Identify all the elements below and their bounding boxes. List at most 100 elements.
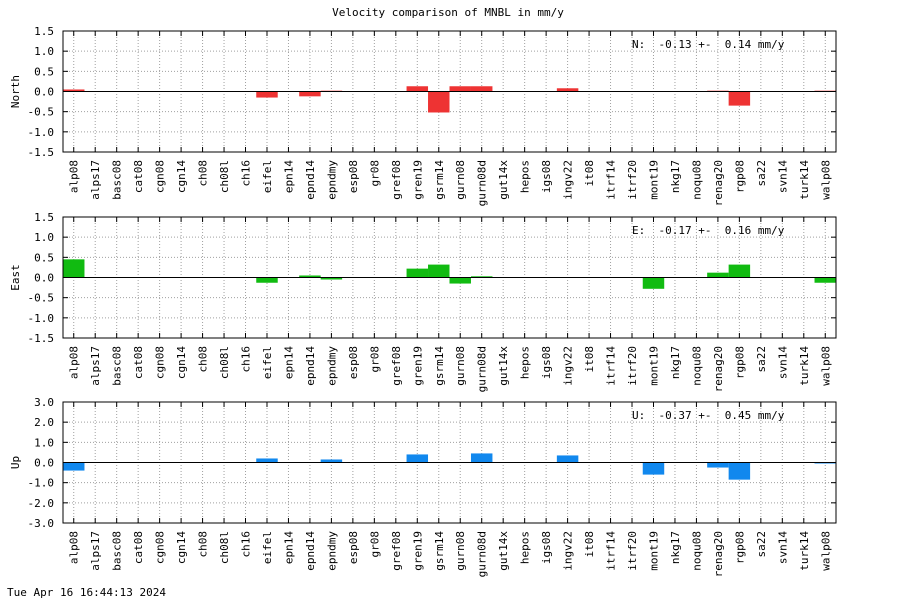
x-tick-label: cat08 — [132, 346, 145, 379]
data-bar — [428, 91, 450, 113]
x-tick-label: gsrm14 — [433, 160, 446, 200]
x-tick-label: gr08 — [368, 160, 381, 187]
panel-summary-label: N: -0.13 +- 0.14 mm/y — [632, 38, 785, 51]
x-tick-label: eifel — [261, 346, 274, 379]
x-tick-label: itrf20 — [626, 531, 639, 571]
y-tick-label: 1.0 — [34, 436, 54, 449]
x-tick-label: renag20 — [712, 531, 725, 577]
x-tick-label: cgn14 — [175, 531, 188, 564]
x-tick-label: alps17 — [89, 160, 102, 200]
x-tick-label: rgp08 — [733, 160, 746, 193]
y-tick-label: -0.5 — [28, 292, 55, 305]
data-bar — [406, 454, 429, 463]
data-bar — [320, 277, 343, 280]
x-tick-label: alp08 — [68, 160, 81, 193]
x-tick-label: gren19 — [411, 346, 424, 386]
y-tick-label: -1.0 — [28, 477, 55, 490]
x-tick-label: gurn08d — [476, 531, 489, 577]
y-axis-label: East — [9, 264, 22, 291]
x-tick-label: cgn08 — [154, 346, 167, 379]
x-tick-label: nkg17 — [669, 346, 682, 379]
panel-summary-label: E: -0.17 +- 0.16 mm/y — [632, 224, 785, 237]
x-tick-label: gren19 — [411, 160, 424, 200]
data-bar — [299, 91, 321, 97]
x-tick-label: gurn08d — [476, 160, 489, 206]
x-tick-label: gurn08 — [454, 531, 467, 571]
x-tick-label: walp08 — [819, 346, 832, 386]
x-tick-label: itrf14 — [605, 531, 618, 571]
x-tick-label: basc08 — [111, 531, 124, 571]
x-tick-label: it08 — [583, 531, 596, 558]
x-tick-label: alp08 — [68, 346, 81, 379]
x-tick-label: gut14x — [497, 346, 510, 386]
plot-frame — [62, 30, 837, 153]
x-tick-label: alps17 — [89, 531, 102, 571]
x-tick-label: svn14 — [776, 346, 789, 379]
data-bar — [642, 462, 665, 475]
plot-frame — [62, 216, 837, 339]
data-bar — [406, 268, 429, 278]
x-tick-label: sa22 — [755, 346, 768, 373]
x-tick-label: it08 — [583, 346, 596, 373]
x-tick-label: gut14x — [497, 160, 510, 200]
y-axis-label: North — [9, 75, 22, 108]
y-tick-label: 3.0 — [34, 396, 54, 409]
x-tick-label: ch08 — [197, 160, 210, 187]
x-tick-label: hepos — [519, 160, 532, 193]
x-tick-label: it08 — [583, 160, 596, 187]
data-bar — [728, 462, 751, 480]
x-tick-label: walp08 — [819, 160, 832, 200]
panel-summary-label: U: -0.37 +- 0.45 mm/y — [632, 409, 785, 422]
data-bar — [299, 275, 321, 278]
x-tick-label: hepos — [519, 531, 532, 564]
y-tick-label: -3.0 — [28, 517, 55, 530]
x-tick-label: ingv22 — [562, 531, 575, 571]
plot-frame — [62, 401, 837, 524]
x-tick-label: gref08 — [390, 160, 403, 200]
x-tick-label: epnd14 — [304, 346, 317, 386]
x-tick-label: esp08 — [347, 160, 360, 193]
data-bar — [63, 462, 85, 471]
data-bar — [556, 455, 579, 463]
x-tick-label: svn14 — [776, 531, 789, 564]
x-tick-label: cat08 — [132, 160, 145, 193]
data-bar — [449, 86, 471, 92]
x-tick-label: gut14x — [497, 531, 510, 571]
x-tick-label: igs08 — [540, 160, 553, 193]
x-tick-label: igs08 — [540, 531, 553, 564]
data-bar — [814, 462, 836, 464]
data-bar — [707, 272, 729, 278]
x-tick-label: turk14 — [798, 160, 811, 200]
data-bar — [63, 259, 85, 278]
data-bar — [256, 277, 278, 283]
x-tick-label: nkg17 — [669, 531, 682, 564]
data-bar — [256, 91, 278, 98]
x-tick-label: rgp08 — [733, 346, 746, 379]
x-tick-label: cgn14 — [175, 160, 188, 193]
data-bar — [320, 459, 343, 463]
x-tick-label: gsrm14 — [433, 531, 446, 571]
y-tick-label: -1.0 — [28, 312, 55, 325]
x-tick-label: sa22 — [755, 160, 768, 187]
data-bar — [406, 86, 429, 92]
y-tick-label: 1.0 — [34, 231, 54, 244]
x-tick-label: cgn08 — [154, 160, 167, 193]
x-tick-label: itrf20 — [626, 346, 639, 386]
x-tick-label: ingv22 — [562, 160, 575, 200]
x-tick-label: gr08 — [368, 531, 381, 558]
x-tick-label: eifel — [261, 531, 274, 564]
x-tick-label: noqu08 — [690, 160, 703, 200]
x-tick-label: walp08 — [819, 531, 832, 571]
x-tick-label: epnd14 — [304, 531, 317, 571]
y-tick-label: -1.0 — [28, 126, 55, 139]
x-tick-label: epn14 — [282, 531, 295, 564]
x-tick-label: basc08 — [111, 346, 124, 386]
y-tick-label: 0.0 — [34, 272, 54, 285]
y-tick-label: 0.5 — [34, 251, 54, 264]
data-bar — [428, 264, 450, 278]
x-tick-label: rgp08 — [733, 531, 746, 564]
x-tick-label: mont19 — [647, 346, 660, 386]
data-bar — [63, 89, 85, 92]
x-tick-label: ch08l — [218, 346, 231, 379]
